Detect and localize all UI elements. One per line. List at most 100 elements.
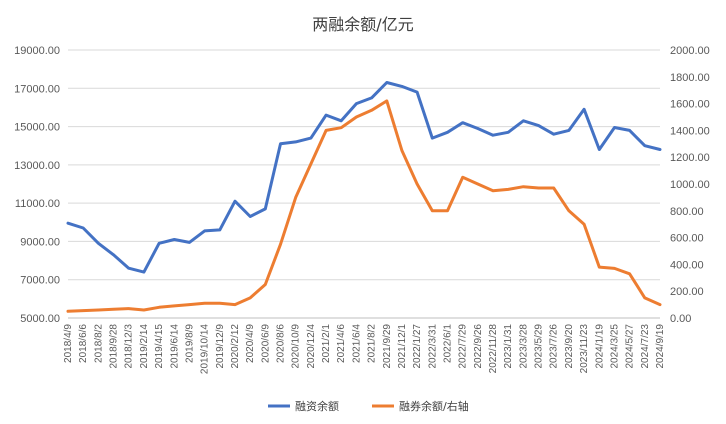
x-tick-label: 2021/2/1 <box>321 324 332 363</box>
left-y-axis: 5000.00 7000.00 9000.00 11000.00 13000.00 150… <box>14 45 60 325</box>
x-tick-label: 2019/2/14 <box>139 324 150 369</box>
series-point-1 <box>81 226 85 230</box>
x-tick-label: 2020/2/12 <box>230 324 241 369</box>
x-tick-label: 2019/6/14 <box>169 324 180 369</box>
x-tick-label: 2024/5/27 <box>625 324 636 369</box>
right-y-tick-label: 1800.00 <box>670 72 710 84</box>
series-point-2 <box>370 109 373 112</box>
series-point-1 <box>461 121 464 124</box>
series-point-1 <box>127 267 130 270</box>
x-tick-label: 2021/4/6 <box>336 324 347 363</box>
x-tick-label: 2024/9/19 <box>655 324 666 369</box>
series-point-1 <box>658 148 662 151</box>
x-tick-label: 2019/12/9 <box>215 324 226 369</box>
series-point-1 <box>415 90 419 94</box>
x-tick-label: 2019/8/9 <box>184 324 195 363</box>
series-point-1 <box>97 242 100 245</box>
series-point-2 <box>112 308 115 311</box>
left-y-tick-label: 19000.00 <box>14 45 60 57</box>
left-y-tick-label: 7000.00 <box>20 275 60 287</box>
x-axis: 2018/4/9 2018/6/6 2018/8/2 2018/9/28 2018/12… <box>63 317 666 374</box>
series-point-2 <box>567 209 571 212</box>
x-tick-label: 2018/6/6 <box>78 324 89 363</box>
series-point-1 <box>582 108 586 111</box>
series-point-2 <box>294 196 297 199</box>
left-y-tick-label: 17000.00 <box>14 83 60 95</box>
series-point-1 <box>537 124 540 127</box>
series-point-1 <box>476 127 480 130</box>
series-line-1 <box>66 81 662 274</box>
series-point-1 <box>157 242 161 245</box>
series-point-1 <box>400 85 404 88</box>
series-point-1 <box>309 136 313 140</box>
series-point-1 <box>491 133 495 137</box>
series-point-2 <box>400 149 404 152</box>
series-point-1 <box>173 238 176 241</box>
x-tick-label: 2019/4/15 <box>154 324 165 369</box>
series-point-1 <box>340 119 343 123</box>
series-point-2 <box>97 308 100 312</box>
series-point-2 <box>598 265 601 269</box>
x-tick-label: 2023/5/29 <box>534 324 545 369</box>
series-point-1 <box>218 228 221 232</box>
series-point-2 <box>522 185 525 188</box>
x-tick-label: 2022/7/29 <box>458 324 469 369</box>
x-tick-label: 2023/7/26 <box>549 324 560 369</box>
right-y-tick-label: 1400.00 <box>670 125 710 137</box>
x-tick-label: 2020/8/6 <box>276 324 287 363</box>
left-y-tick-label: 13000.00 <box>14 160 60 172</box>
series-point-2 <box>537 186 540 190</box>
series-point-1 <box>370 96 373 100</box>
series-point-1 <box>598 148 601 151</box>
right-y-tick-label: 0.00 <box>670 313 691 325</box>
series-point-1 <box>643 144 647 147</box>
x-tick-label: 2022/11/28 <box>488 324 499 374</box>
x-tick-label: 2018/8/2 <box>93 324 104 363</box>
series-point-2 <box>476 182 480 186</box>
x-tick-label: 2022/9/26 <box>473 324 484 369</box>
right-y-tick-label: 400.00 <box>670 259 704 271</box>
series-point-2 <box>309 162 313 166</box>
left-y-tick-label: 11000.00 <box>15 198 60 210</box>
series-point-2 <box>552 186 555 190</box>
series-point-2 <box>248 296 252 300</box>
series-point-1 <box>385 81 388 84</box>
series-point-2 <box>613 267 616 270</box>
series-point-1 <box>188 241 191 244</box>
series-point-1 <box>552 133 555 136</box>
series-line-2 <box>66 99 662 313</box>
series-point-2 <box>324 129 328 132</box>
x-tick-label: 2023/3/28 <box>518 324 529 369</box>
x-tick-label: 2024/1/19 <box>594 324 605 369</box>
right-y-tick-label: 200.00 <box>670 286 704 298</box>
right-y-tick-label: 600.00 <box>670 233 704 245</box>
right-y-tick-label: 1000.00 <box>670 179 710 191</box>
series-point-1 <box>248 215 252 218</box>
series-point-2 <box>582 223 586 226</box>
right-y-axis: 0.00 200.00 400.00 600.00 800.00 1000.00 1200.… <box>670 45 710 325</box>
chart-title: 两融余额/亿元 <box>312 15 413 34</box>
series-point-2 <box>81 309 85 312</box>
series-point-1 <box>324 113 328 117</box>
series-point-2 <box>173 304 176 308</box>
legend-label-2: 融券余额/右轴 <box>399 399 469 413</box>
series-point-1 <box>264 207 267 211</box>
series-point-2 <box>628 272 631 275</box>
series-point-2 <box>157 306 161 309</box>
x-tick-label: 2023/11/23 <box>579 324 590 374</box>
series-point-2 <box>340 126 343 129</box>
series-point-1 <box>431 136 434 140</box>
gridlines <box>68 49 660 319</box>
series-point-2 <box>233 303 237 306</box>
right-y-tick-label: 800.00 <box>670 206 704 218</box>
series-point-2 <box>491 189 495 192</box>
series-point-2 <box>643 296 647 300</box>
series-point-2 <box>415 182 419 186</box>
x-tick-label: 2023/9/20 <box>564 324 575 369</box>
x-tick-label: 2018/12/3 <box>124 324 135 369</box>
series-point-1 <box>279 142 282 145</box>
x-tick-label: 2022/3/31 <box>427 324 438 369</box>
left-y-tick-label: 9000.00 <box>20 236 60 248</box>
